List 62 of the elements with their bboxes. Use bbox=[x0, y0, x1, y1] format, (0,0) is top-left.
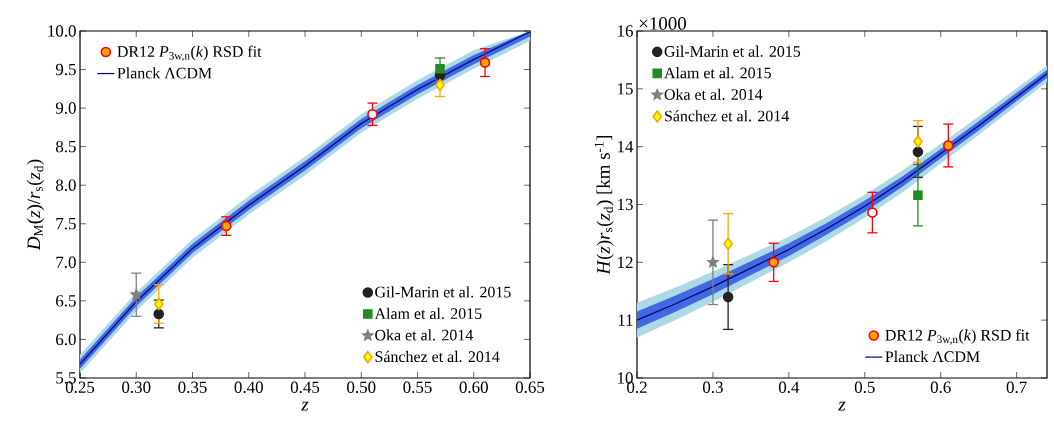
point bbox=[912, 146, 924, 158]
legend-label: DR12 P$_{3w,n}$(k) RSD fit bbox=[117, 45, 262, 62]
x-tick-label: 0.40 bbox=[234, 381, 263, 393]
y-tick-label: 16 bbox=[618, 25, 633, 37]
legend-label: Sánchez et al. 2014 bbox=[375, 350, 500, 363]
point bbox=[479, 57, 491, 68]
point bbox=[722, 291, 734, 303]
x-tick-label: 0.65 bbox=[515, 381, 545, 393]
x-tick-label: 0.50 bbox=[347, 381, 376, 393]
x-tick-label: 0.35 bbox=[178, 381, 207, 393]
legend-label: Planck ΛCDM bbox=[885, 350, 980, 363]
y-tick-label: 11 bbox=[618, 314, 633, 326]
legend-label: Oka et al. 2014 bbox=[375, 329, 473, 341]
x-tick-label: 0.3 bbox=[702, 381, 723, 393]
y-tick-label: 14 bbox=[618, 141, 634, 153]
point bbox=[707, 256, 719, 268]
text: ×1000 bbox=[639, 17, 687, 30]
point bbox=[943, 140, 954, 151]
x-tick-label: 0.55 bbox=[403, 381, 432, 393]
point bbox=[435, 78, 445, 92]
point bbox=[367, 108, 378, 120]
y-tick-label: 8.5 bbox=[55, 140, 76, 153]
x-tick-label: 0.5 bbox=[854, 381, 875, 393]
point bbox=[153, 297, 164, 311]
y-tick-label: 6.0 bbox=[56, 333, 76, 346]
legend-label: Planck ΛCDM bbox=[117, 67, 212, 79]
y-tick-label: 9.0 bbox=[55, 102, 76, 114]
point bbox=[220, 220, 232, 232]
x-axis-title: z bbox=[838, 401, 846, 411]
y-tick-label: 8.0 bbox=[55, 179, 76, 191]
text: H(z)r$_{s}$(z$_{d}$) [km s$^{-1}$] bbox=[594, 135, 614, 275]
x-tick-label: 0.60 bbox=[459, 381, 488, 393]
text: D$_{M}$(z)/r$_{s}$(z$_{d}$) bbox=[26, 159, 44, 251]
y-tick-label: 10.0 bbox=[48, 25, 76, 37]
legend-label: Oka et al. 2014 bbox=[664, 88, 763, 100]
point bbox=[723, 237, 734, 251]
point bbox=[435, 63, 445, 74]
point bbox=[153, 308, 165, 320]
y-tick-label: 7.5 bbox=[56, 218, 76, 230]
legend-label: Sánchez et al. 2014 bbox=[665, 110, 789, 122]
legend-label: DR12 P$_{3w,n}$(k) RSD fit bbox=[885, 329, 1030, 345]
legend-label: Gil-Marin et al. 2015 bbox=[375, 286, 511, 298]
y-tick-label: 9.5 bbox=[55, 63, 76, 76]
legend-label: Alam et al. 2015 bbox=[374, 307, 482, 320]
point bbox=[768, 257, 779, 268]
point bbox=[913, 190, 923, 201]
legend-label: Gil-Marin et al. 2015 bbox=[664, 45, 801, 57]
x-tick-label: 0.6 bbox=[930, 381, 951, 393]
y-tick-label: 12 bbox=[618, 256, 633, 268]
legend-label: Alam et al. 2015 bbox=[664, 67, 771, 79]
y-tick-label: 7.0 bbox=[56, 256, 76, 269]
point bbox=[130, 288, 142, 300]
y-tick-label: 15 bbox=[618, 83, 633, 95]
x-tick-label: 0.4 bbox=[778, 381, 800, 393]
y-tick-label: 13 bbox=[618, 198, 633, 211]
x-tick-label: 0.7 bbox=[1006, 381, 1027, 393]
x-tick-label: 0.45 bbox=[290, 381, 320, 393]
x-axis-title: z bbox=[301, 401, 309, 411]
point bbox=[913, 135, 923, 148]
y-tick-label: 6.5 bbox=[56, 295, 76, 307]
x-tick-label: 0.30 bbox=[122, 381, 151, 393]
point bbox=[867, 207, 878, 218]
